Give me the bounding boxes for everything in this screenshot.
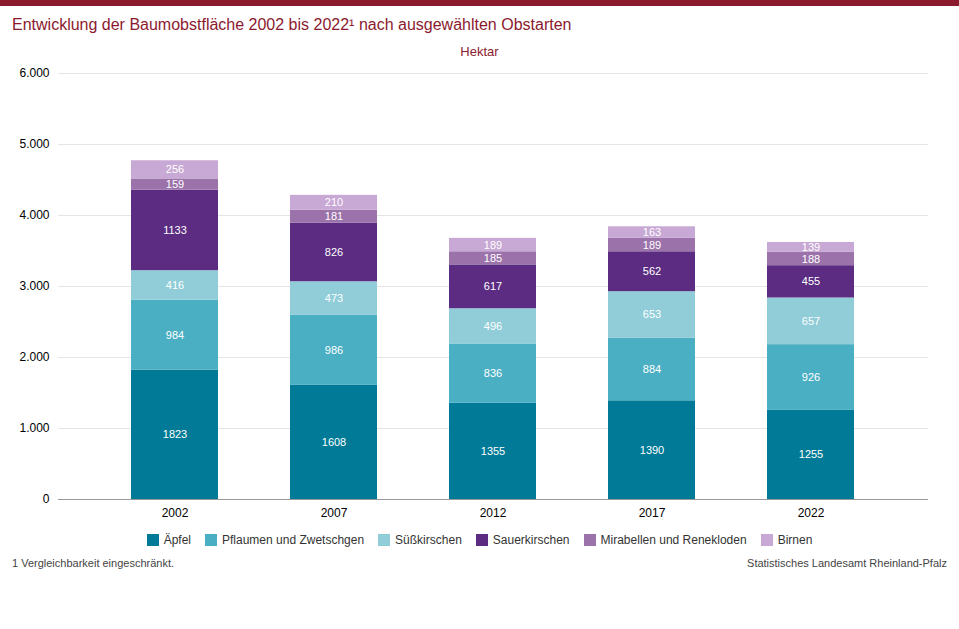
svg-text:2012: 2012 xyxy=(480,506,507,520)
svg-text:617: 617 xyxy=(484,280,502,292)
svg-text:1255: 1255 xyxy=(799,448,823,460)
svg-text:185: 185 xyxy=(484,252,502,264)
svg-text:473: 473 xyxy=(325,292,343,304)
svg-text:188: 188 xyxy=(802,253,820,265)
svg-text:1823: 1823 xyxy=(163,428,187,440)
svg-text:562: 562 xyxy=(643,265,661,277)
svg-text:256: 256 xyxy=(166,163,184,175)
html-text:Entwicklung der Baumobstfläche: Entwicklung der Baumobstfläche 2002 bis … xyxy=(12,16,572,33)
svg-text:657: 657 xyxy=(802,315,820,327)
svg-text:5.000: 5.000 xyxy=(19,137,49,151)
svg-text:826: 826 xyxy=(325,246,343,258)
html-text:Äpfel: Äpfel xyxy=(163,533,191,547)
svg-text:1133: 1133 xyxy=(163,224,187,236)
html-text:Birnen: Birnen xyxy=(777,533,813,547)
svg-text:455: 455 xyxy=(802,275,820,287)
svg-text:986: 986 xyxy=(325,344,343,356)
html-text:Sauerkirschen: Sauerkirschen xyxy=(492,533,570,547)
svg-text:3.000: 3.000 xyxy=(19,279,49,293)
html-text:Süßkirschen: Süßkirschen xyxy=(395,533,462,547)
html-text:Mirabellen und Renekloden: Mirabellen und Renekloden xyxy=(600,533,747,547)
svg-text:653: 653 xyxy=(643,308,661,320)
svg-text:159: 159 xyxy=(166,178,184,190)
svg-text:1390: 1390 xyxy=(640,444,664,456)
svg-text:2022: 2022 xyxy=(798,506,825,520)
svg-text:2017: 2017 xyxy=(639,506,666,520)
svg-text:181: 181 xyxy=(325,210,343,222)
svg-text:210: 210 xyxy=(325,196,343,208)
svg-text:163: 163 xyxy=(643,226,661,238)
svg-text:189: 189 xyxy=(643,239,661,251)
svg-text:926: 926 xyxy=(802,371,820,383)
svg-text:1355: 1355 xyxy=(481,445,505,457)
svg-text:2002: 2002 xyxy=(162,506,189,520)
html-text:Statistisches Landesamt Rheinl: Statistisches Landesamt Rheinland-Pfalz xyxy=(747,557,947,569)
html-text:Pflaumen und Zwetschgen: Pflaumen und Zwetschgen xyxy=(222,533,365,547)
html-text:1 Vergleichbarkeit eingeschrän: 1 Vergleichbarkeit eingeschränkt. xyxy=(12,557,174,569)
svg-text:189: 189 xyxy=(484,239,502,251)
svg-text:2007: 2007 xyxy=(321,506,348,520)
svg-text:139: 139 xyxy=(802,241,820,253)
svg-text:0: 0 xyxy=(43,492,50,506)
svg-text:4.000: 4.000 xyxy=(19,208,49,222)
svg-text:416: 416 xyxy=(166,279,184,291)
svg-text:1.000: 1.000 xyxy=(19,421,49,435)
svg-text:836: 836 xyxy=(484,367,502,379)
svg-text:6.000: 6.000 xyxy=(19,66,49,80)
html-text:Hektar: Hektar xyxy=(460,44,499,59)
svg-text:984: 984 xyxy=(166,329,184,341)
svg-text:884: 884 xyxy=(643,363,661,375)
svg-text:496: 496 xyxy=(484,320,502,332)
svg-text:1608: 1608 xyxy=(322,436,346,448)
svg-text:2.000: 2.000 xyxy=(19,350,49,364)
